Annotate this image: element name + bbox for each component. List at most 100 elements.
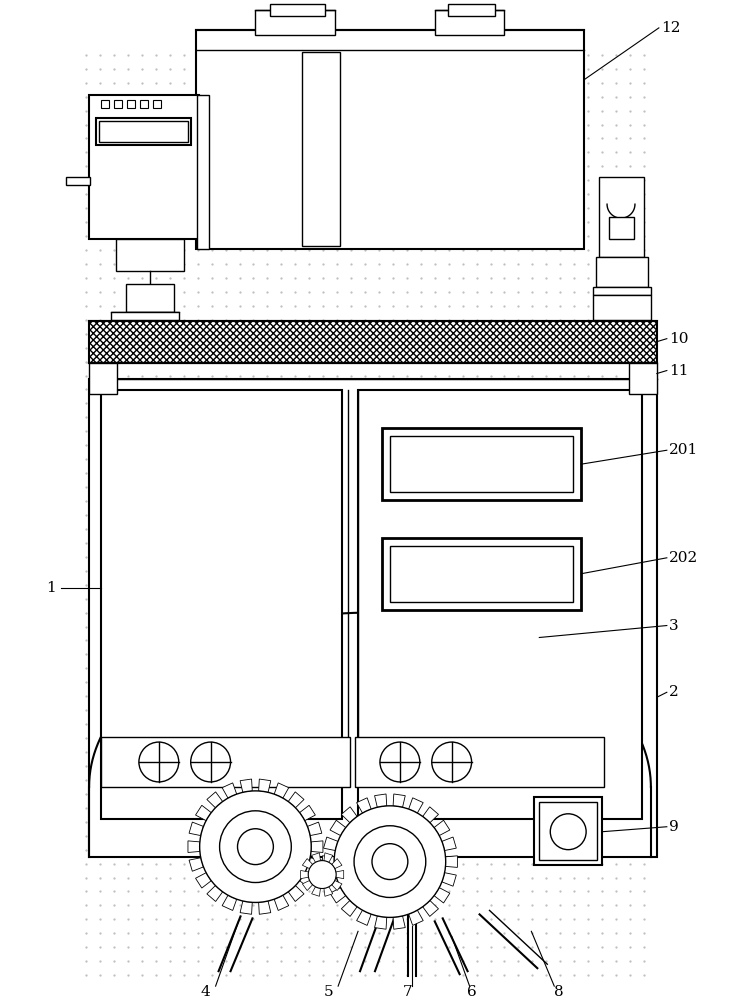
Bar xyxy=(197,95,208,249)
Bar xyxy=(302,52,340,246)
Text: 2: 2 xyxy=(669,685,679,699)
Bar xyxy=(629,363,657,394)
Polygon shape xyxy=(324,887,333,896)
Circle shape xyxy=(199,791,311,902)
Bar xyxy=(89,95,199,239)
Bar xyxy=(89,379,657,857)
Polygon shape xyxy=(357,798,371,813)
Bar xyxy=(101,737,350,787)
Polygon shape xyxy=(434,820,450,836)
Polygon shape xyxy=(302,880,313,891)
Polygon shape xyxy=(408,798,423,813)
Polygon shape xyxy=(330,888,346,903)
Polygon shape xyxy=(240,901,252,914)
Bar xyxy=(593,287,651,295)
Polygon shape xyxy=(375,794,386,807)
Bar xyxy=(599,177,644,257)
Polygon shape xyxy=(207,886,223,901)
Polygon shape xyxy=(302,859,313,869)
Polygon shape xyxy=(332,880,342,891)
Polygon shape xyxy=(422,807,439,823)
Bar xyxy=(140,100,148,108)
Polygon shape xyxy=(311,853,320,862)
Polygon shape xyxy=(196,805,211,821)
Circle shape xyxy=(432,742,472,782)
Text: 12: 12 xyxy=(661,21,680,35)
Polygon shape xyxy=(196,873,211,888)
Polygon shape xyxy=(258,779,271,792)
Polygon shape xyxy=(189,858,203,871)
Polygon shape xyxy=(222,895,237,910)
Bar xyxy=(390,436,573,492)
Bar xyxy=(382,538,581,610)
Polygon shape xyxy=(300,873,315,888)
Text: 10: 10 xyxy=(669,332,688,346)
Text: 202: 202 xyxy=(669,551,698,565)
Polygon shape xyxy=(357,910,371,925)
Bar xyxy=(390,546,573,602)
Polygon shape xyxy=(330,820,346,836)
Circle shape xyxy=(551,814,586,850)
Polygon shape xyxy=(289,886,304,901)
Bar xyxy=(89,363,117,394)
Bar xyxy=(382,428,581,500)
Circle shape xyxy=(238,829,273,865)
Circle shape xyxy=(219,811,291,883)
Circle shape xyxy=(380,742,420,782)
Polygon shape xyxy=(375,916,386,929)
Bar xyxy=(66,177,90,185)
Text: 7: 7 xyxy=(403,985,413,999)
Bar xyxy=(114,100,122,108)
Polygon shape xyxy=(240,779,252,792)
Polygon shape xyxy=(300,805,315,821)
Bar xyxy=(126,284,174,312)
Polygon shape xyxy=(393,794,406,807)
Text: 4: 4 xyxy=(201,985,210,999)
Polygon shape xyxy=(189,822,203,836)
Circle shape xyxy=(372,844,408,880)
Bar xyxy=(539,802,597,860)
Bar xyxy=(534,797,602,865)
Polygon shape xyxy=(422,900,439,916)
Polygon shape xyxy=(311,841,323,852)
Text: 6: 6 xyxy=(467,985,476,999)
Circle shape xyxy=(308,861,336,889)
Bar xyxy=(96,118,191,145)
Polygon shape xyxy=(275,895,289,910)
Polygon shape xyxy=(442,873,456,886)
Bar xyxy=(593,295,651,320)
Bar xyxy=(127,100,135,108)
Polygon shape xyxy=(342,900,357,916)
Polygon shape xyxy=(188,841,200,852)
Circle shape xyxy=(191,742,230,782)
Polygon shape xyxy=(322,856,334,867)
Polygon shape xyxy=(275,783,289,798)
Polygon shape xyxy=(300,870,308,879)
Polygon shape xyxy=(434,888,450,903)
Polygon shape xyxy=(442,837,456,851)
Bar xyxy=(99,121,188,142)
Polygon shape xyxy=(258,901,271,914)
Bar xyxy=(435,10,504,35)
Bar xyxy=(116,239,184,271)
Polygon shape xyxy=(311,887,320,896)
Bar xyxy=(358,390,642,819)
Text: 5: 5 xyxy=(323,985,333,999)
Text: 201: 201 xyxy=(669,443,698,457)
Polygon shape xyxy=(324,837,338,851)
Circle shape xyxy=(354,826,425,897)
Polygon shape xyxy=(289,792,304,808)
Bar xyxy=(255,10,335,35)
Polygon shape xyxy=(332,859,342,869)
Polygon shape xyxy=(308,858,322,871)
Bar xyxy=(101,100,109,108)
Bar xyxy=(89,321,657,363)
Bar xyxy=(196,30,584,249)
Polygon shape xyxy=(222,783,237,798)
Polygon shape xyxy=(308,822,322,836)
Circle shape xyxy=(139,742,179,782)
Polygon shape xyxy=(342,807,357,823)
Bar xyxy=(609,217,634,239)
Polygon shape xyxy=(445,856,457,867)
Polygon shape xyxy=(336,870,344,879)
